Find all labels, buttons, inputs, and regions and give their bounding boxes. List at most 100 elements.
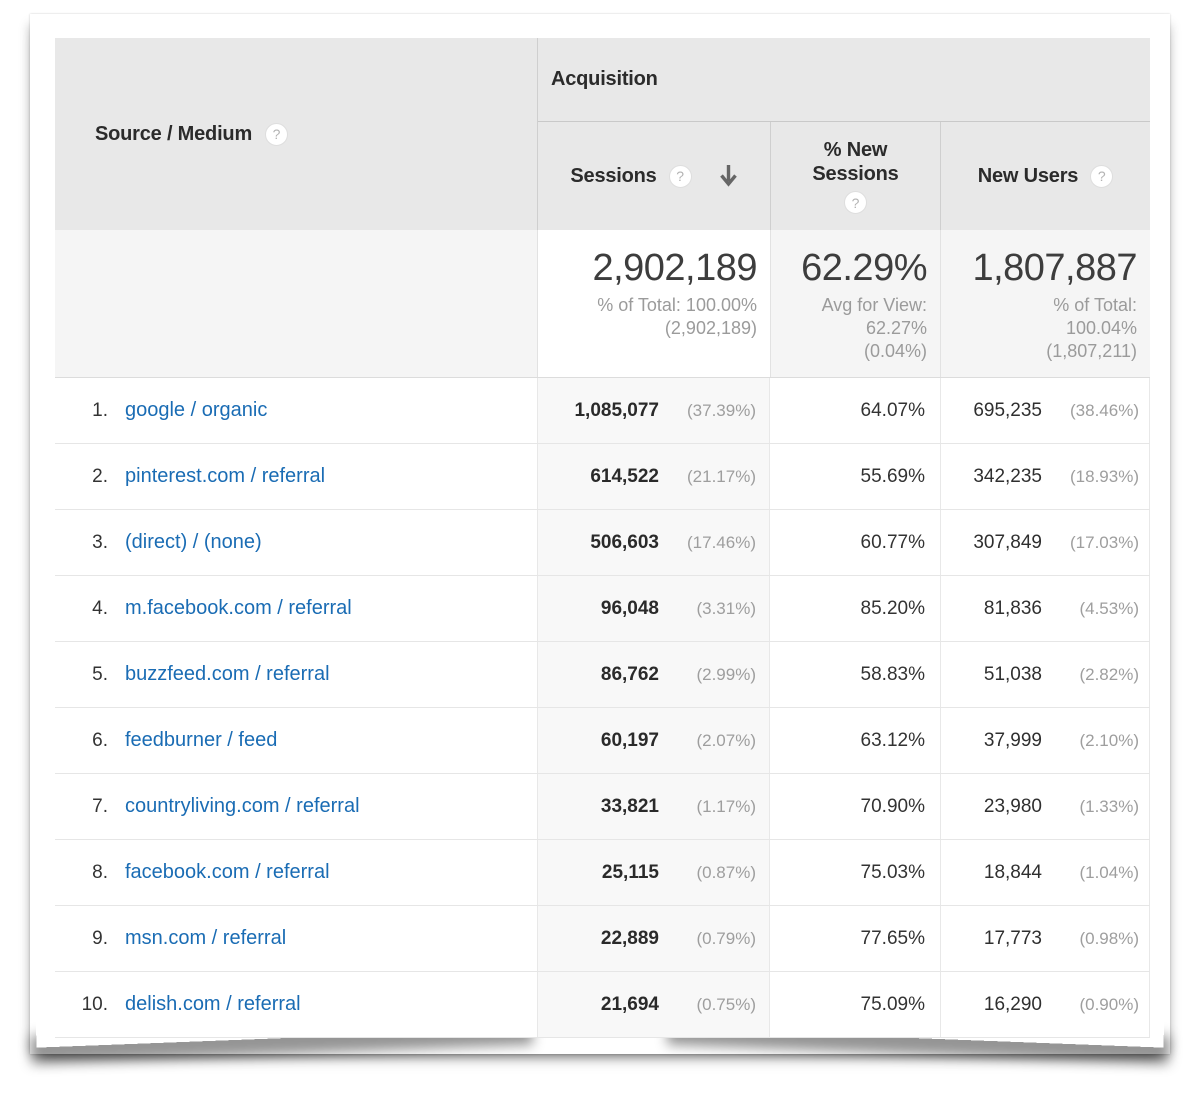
row-rank: 4. [92,597,108,619]
sessions-cell: 614,522 (21.17%) [537,444,770,509]
source-medium-link[interactable]: msn.com / referral [125,927,287,949]
pct-new-sessions-value: 60.77% [860,531,925,553]
sessions-percent: (1.17%) [696,796,756,816]
totals-pct-new-sessions-cell: 62.29% Avg for View: 62.27% (0.04%) [770,230,940,377]
sessions-value: 86,762 [600,663,659,685]
new-users-value: 18,844 [983,861,1042,883]
help-icon[interactable]: ? [1090,164,1114,188]
totals-sessions-cell: 2,902,189 % of Total: 100.00% (2,902,189… [537,230,770,377]
row-rank: 8. [92,861,108,883]
row-rank: 7. [92,795,108,817]
source-medium-link[interactable]: pinterest.com / referral [125,465,326,487]
sessions-cell: 506,603 (17.46%) [537,510,770,575]
new-users-percent: (0.98%) [1079,928,1139,948]
new-users-cell: 695,235 (38.46%) [940,378,1150,443]
sessions-percent: (0.75%) [696,994,756,1014]
new-users-percent: (1.04%) [1079,862,1139,882]
column-header-new-users[interactable]: New Users ? [940,122,1150,230]
sessions-value: 614,522 [590,465,659,487]
new-users-percent: (1.33%) [1079,796,1139,816]
pct-new-sessions-value: 85.20% [860,597,925,619]
sessions-total-value: 2,902,189 [592,247,757,289]
source-medium-cell: 4. m.facebook.com / referral [55,576,537,641]
pct-new-sessions-cell: 55.69% [770,444,940,509]
source-medium-link[interactable]: (direct) / (none) [125,531,262,553]
pct-new-sessions-header-label: % New Sessions [812,139,899,185]
sessions-percent: (3.31%) [696,598,756,618]
pct-new-sessions-avg-value: 62.27% [865,318,927,338]
new-users-percent: (17.03%) [1070,532,1139,552]
acquisition-header-group: Acquisition Sessions ? [537,38,1150,230]
sessions-value: 60,197 [600,729,659,751]
totals-row: 2,902,189 % of Total: 100.00% (2,902,189… [55,230,1150,378]
sessions-cell: 33,821 (1.17%) [537,774,770,839]
sessions-total-raw: (2,902,189) [664,318,757,338]
help-icon[interactable]: ? [668,164,692,188]
row-rank: 6. [92,729,108,751]
acquisition-label: Acquisition [551,68,658,90]
sessions-value: 21,694 [600,993,659,1015]
new-users-total-pct-label: % of Total: [1053,295,1137,315]
source-medium-link[interactable]: countryliving.com / referral [125,795,360,817]
pct-new-sessions-cell: 75.09% [770,972,940,1037]
help-icon[interactable]: ? [844,191,867,214]
pct-new-sessions-cell: 60.77% [770,510,940,575]
source-medium-cell: 2. pinterest.com / referral [55,444,537,509]
sessions-percent: (0.79%) [696,928,756,948]
new-users-value: 81,836 [983,597,1042,619]
table-row: 7. countryliving.com / referral 33,821 (… [55,774,1150,840]
source-medium-link[interactable]: buzzfeed.com / referral [125,663,330,685]
sort-descending-icon[interactable] [719,163,738,189]
table-row: 1. google / organic 1,085,077 (37.39%) 6… [55,378,1150,444]
help-icon[interactable]: ? [265,122,289,146]
sessions-cell: 25,115 (0.87%) [537,840,770,905]
source-medium-link[interactable]: m.facebook.com / referral [125,597,352,619]
new-users-header-group: New Users ? [978,164,1114,188]
table-row: 6. feedburner / feed 60,197 (2.07%) 63.1… [55,708,1150,774]
new-users-value: 51,038 [983,663,1042,685]
row-rank: 3. [92,531,108,553]
sessions-header-label: Sessions [570,164,657,187]
sessions-percent: (0.87%) [696,862,756,882]
source-medium-cell: 9. msn.com / referral [55,906,537,971]
pct-new-sessions-value: 55.69% [860,465,925,487]
table-row: 9. msn.com / referral 22,889 (0.79%) 77.… [55,906,1150,972]
new-users-cell: 16,290 (0.90%) [940,972,1150,1037]
pct-new-sessions-avg-label: Avg for View: [821,295,927,315]
table-header: Source / Medium ? Acquisition Sessions ? [55,38,1150,230]
pct-new-sessions-cell: 58.83% [770,642,940,707]
row-rank: 2. [92,465,108,487]
new-users-cell: 18,844 (1.04%) [940,840,1150,905]
new-users-percent: (38.46%) [1070,400,1139,420]
table-row: 10. delish.com / referral 21,694 (0.75%)… [55,972,1150,1038]
new-users-cell: 81,836 (4.53%) [940,576,1150,641]
new-users-total-raw: (1,807,211) [1046,341,1137,361]
sessions-percent: (37.39%) [687,400,756,420]
source-medium-link[interactable]: google / organic [125,399,268,421]
column-header-pct-new-sessions[interactable]: % New Sessions ? [770,122,940,230]
column-header-sessions[interactable]: Sessions ? [538,122,770,230]
source-medium-cell: 10. delish.com / referral [55,972,537,1037]
table-row: 4. m.facebook.com / referral 96,048 (3.3… [55,576,1150,642]
source-medium-report-table: Source / Medium ? Acquisition Sessions ? [55,38,1150,1038]
new-users-cell: 23,980 (1.33%) [940,774,1150,839]
report-card: Source / Medium ? Acquisition Sessions ? [30,14,1170,1054]
new-users-cell: 342,235 (18.93%) [940,444,1150,509]
new-users-percent: (4.53%) [1079,598,1139,618]
new-users-percent: (18.93%) [1070,466,1139,486]
pct-new-sessions-cell: 85.20% [770,576,940,641]
sessions-cell: 86,762 (2.99%) [537,642,770,707]
pct-new-sessions-value: 77.65% [860,927,925,949]
new-users-value: 17,773 [983,927,1042,949]
source-medium-link[interactable]: delish.com / referral [125,993,301,1015]
pct-new-sessions-cell: 63.12% [770,708,940,773]
sessions-cell: 21,694 (0.75%) [537,972,770,1037]
new-users-total-value: 1,807,887 [972,247,1137,289]
column-header-source-medium[interactable]: Source / Medium ? [55,38,537,230]
table-row: 3. (direct) / (none) 506,603 (17.46%) 60… [55,510,1150,576]
source-medium-link[interactable]: feedburner / feed [125,729,278,751]
source-medium-header-label: Source / Medium [95,122,253,145]
source-medium-link[interactable]: facebook.com / referral [125,861,330,883]
new-users-value: 695,235 [973,399,1042,421]
new-users-percent: (2.82%) [1079,664,1139,684]
